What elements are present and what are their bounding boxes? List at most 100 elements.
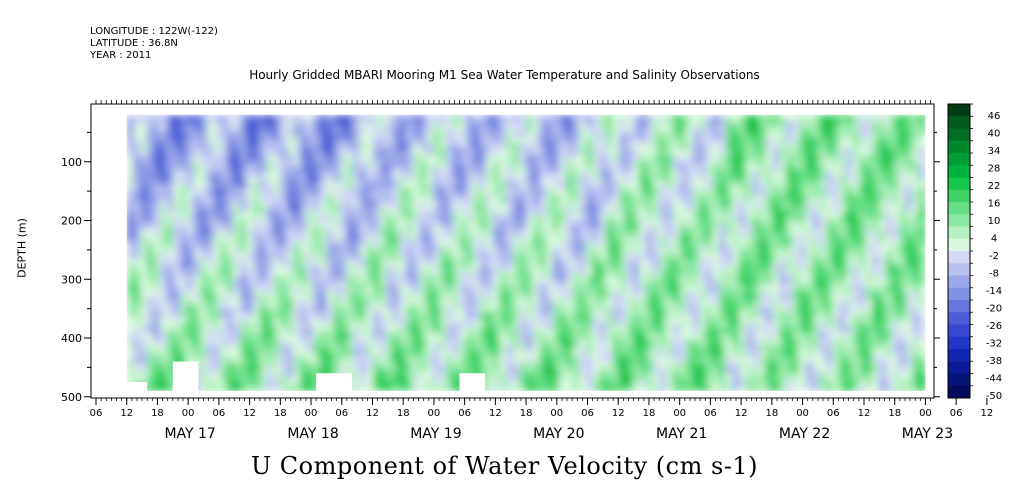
heatmap-cell [446, 356, 454, 363]
heatmap-cell [566, 373, 574, 381]
heatmap-cell [679, 206, 687, 214]
heatmap-cell [432, 275, 441, 283]
heatmap-cell [632, 247, 641, 254]
heatmap-cell [506, 379, 514, 386]
heatmap-cell [379, 218, 388, 225]
heatmap-cell [286, 172, 294, 179]
heatmap-cell [798, 155, 807, 162]
heatmap-cell [699, 218, 707, 225]
heatmap-cell [519, 218, 527, 225]
heatmap-cell [705, 114, 714, 122]
heatmap-cell [333, 247, 341, 254]
heatmap-cell [745, 327, 754, 335]
heatmap-cell [326, 178, 334, 185]
heatmap-cell [685, 379, 694, 386]
heatmap-cell [739, 114, 747, 122]
heatmap-cell [199, 344, 208, 352]
heatmap-cell [725, 356, 734, 363]
heatmap-cell [506, 264, 514, 271]
heatmap-cell [672, 149, 680, 156]
heatmap-cell [412, 183, 421, 191]
heatmap-cell [359, 235, 368, 243]
heatmap-cell [233, 114, 241, 122]
heatmap-cell [779, 350, 787, 358]
heatmap-cell [193, 281, 201, 289]
heatmap-cell [506, 206, 514, 214]
heatmap-cell [146, 385, 155, 392]
heatmap-cell [719, 264, 727, 271]
heatmap-cell [599, 339, 607, 346]
heatmap-cell [326, 333, 334, 340]
heatmap-cell [266, 252, 274, 260]
heatmap-cell [719, 298, 727, 306]
heatmap-cell [366, 264, 374, 271]
heatmap-cell [639, 126, 647, 133]
heatmap-cell [386, 195, 394, 202]
heatmap-cell [372, 379, 381, 386]
heatmap-cell [699, 160, 707, 168]
heatmap-cell [659, 114, 667, 122]
heatmap-cell [592, 275, 601, 283]
heatmap-cell [386, 264, 394, 271]
heatmap-cell [486, 172, 494, 179]
heatmap-cell [719, 327, 727, 335]
heatmap-cell [792, 224, 800, 231]
heatmap-cell [319, 235, 328, 243]
heatmap-cell [353, 206, 361, 214]
heatmap-cell [266, 160, 274, 168]
heatmap-cell [133, 212, 141, 220]
heatmap-cell [732, 258, 740, 266]
heatmap-cell [672, 373, 680, 381]
heatmap-cell [386, 143, 394, 151]
heatmap-cell [472, 252, 481, 260]
heatmap-cell [759, 270, 767, 277]
heatmap-cell [186, 155, 195, 162]
heatmap-cell [293, 149, 301, 156]
heatmap-cell [685, 321, 694, 329]
heatmap-cell [725, 367, 734, 375]
heatmap-cell [339, 344, 348, 352]
heatmap-cell [166, 373, 175, 381]
heatmap-cell [239, 149, 248, 156]
heatmap-cell [785, 149, 794, 156]
heatmap-cell [692, 362, 700, 369]
heatmap-cell [566, 143, 574, 151]
heatmap-cell [339, 137, 348, 145]
heatmap-cell [213, 344, 221, 352]
heatmap-cell [679, 241, 687, 248]
heatmap-cell [692, 287, 700, 294]
heatmap-cell [219, 172, 228, 179]
heatmap-cell [432, 258, 441, 266]
heatmap-cell [692, 120, 700, 128]
heatmap-cell [526, 327, 534, 335]
heatmap-cell [179, 166, 188, 174]
heatmap-cell [439, 247, 448, 254]
heatmap-cell [346, 304, 354, 312]
heatmap-cell [652, 224, 660, 231]
heatmap-cell [279, 310, 288, 317]
heatmap-cell [559, 350, 567, 358]
heatmap-cell [479, 114, 487, 122]
heatmap-cell [679, 293, 687, 300]
heatmap-cell [359, 183, 368, 191]
heatmap-cell [313, 321, 321, 329]
heatmap-cell [333, 339, 341, 346]
heatmap-cell [739, 356, 747, 363]
heatmap-cell [785, 201, 794, 208]
heatmap-cell [792, 333, 800, 340]
heatmap-cell [739, 264, 747, 271]
heatmap-cell [759, 149, 767, 156]
heatmap-cell [719, 241, 727, 248]
heatmap-cell [239, 143, 248, 151]
heatmap-cell [213, 304, 221, 312]
heatmap-cell [552, 287, 561, 294]
heatmap-cell [665, 201, 674, 208]
heatmap-cell [792, 132, 800, 139]
heatmap-cell [246, 137, 254, 145]
heatmap-cell [259, 178, 268, 185]
heatmap-cell [446, 183, 454, 191]
heatmap-cell [479, 310, 487, 317]
heatmap-cell [612, 293, 621, 300]
heatmap-cell [366, 304, 374, 312]
heatmap-cell [712, 247, 720, 254]
